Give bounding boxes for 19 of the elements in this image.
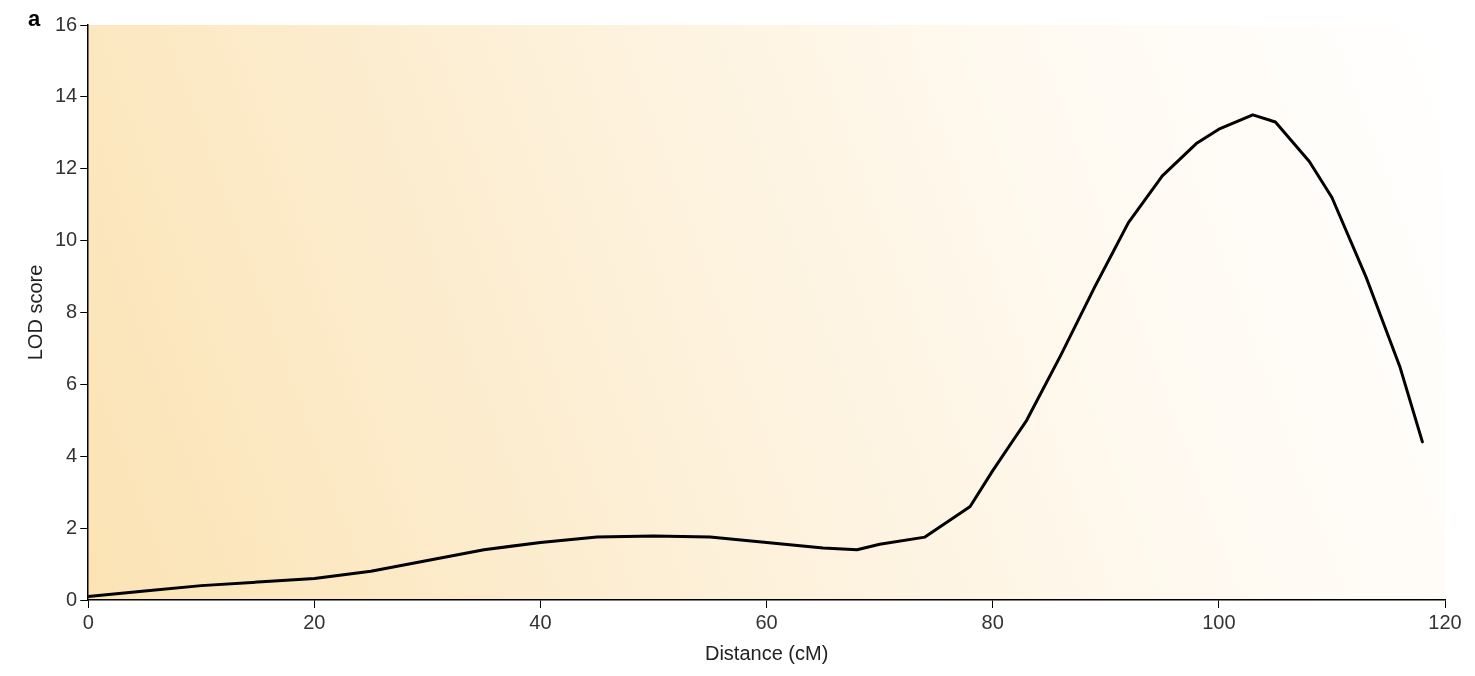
x-tick-label: 0	[82, 610, 94, 633]
y-axis-title: LOD score	[23, 264, 46, 361]
y-tick-label: 10	[55, 228, 78, 251]
y-tick-label: 12	[55, 156, 78, 179]
y-tick-label: 2	[66, 515, 78, 538]
x-tick-label: 120	[1428, 610, 1462, 633]
y-tick-label: 6	[66, 371, 78, 394]
y-tick-label: 0	[66, 587, 78, 610]
x-tick-label: 80	[981, 610, 1004, 633]
x-tick-label: 20	[303, 610, 326, 633]
y-tick-label: 16	[55, 12, 78, 35]
x-tick-label: 100	[1202, 610, 1236, 633]
y-tick-label: 14	[55, 84, 78, 107]
x-tick-label: 40	[529, 610, 552, 633]
y-tick-label: 8	[66, 300, 78, 323]
text: a	[28, 6, 41, 32]
x-axis-title: Distance (cM)	[704, 641, 829, 664]
x-tick-label: 60	[755, 610, 778, 633]
y-tick-label: 4	[66, 443, 78, 466]
